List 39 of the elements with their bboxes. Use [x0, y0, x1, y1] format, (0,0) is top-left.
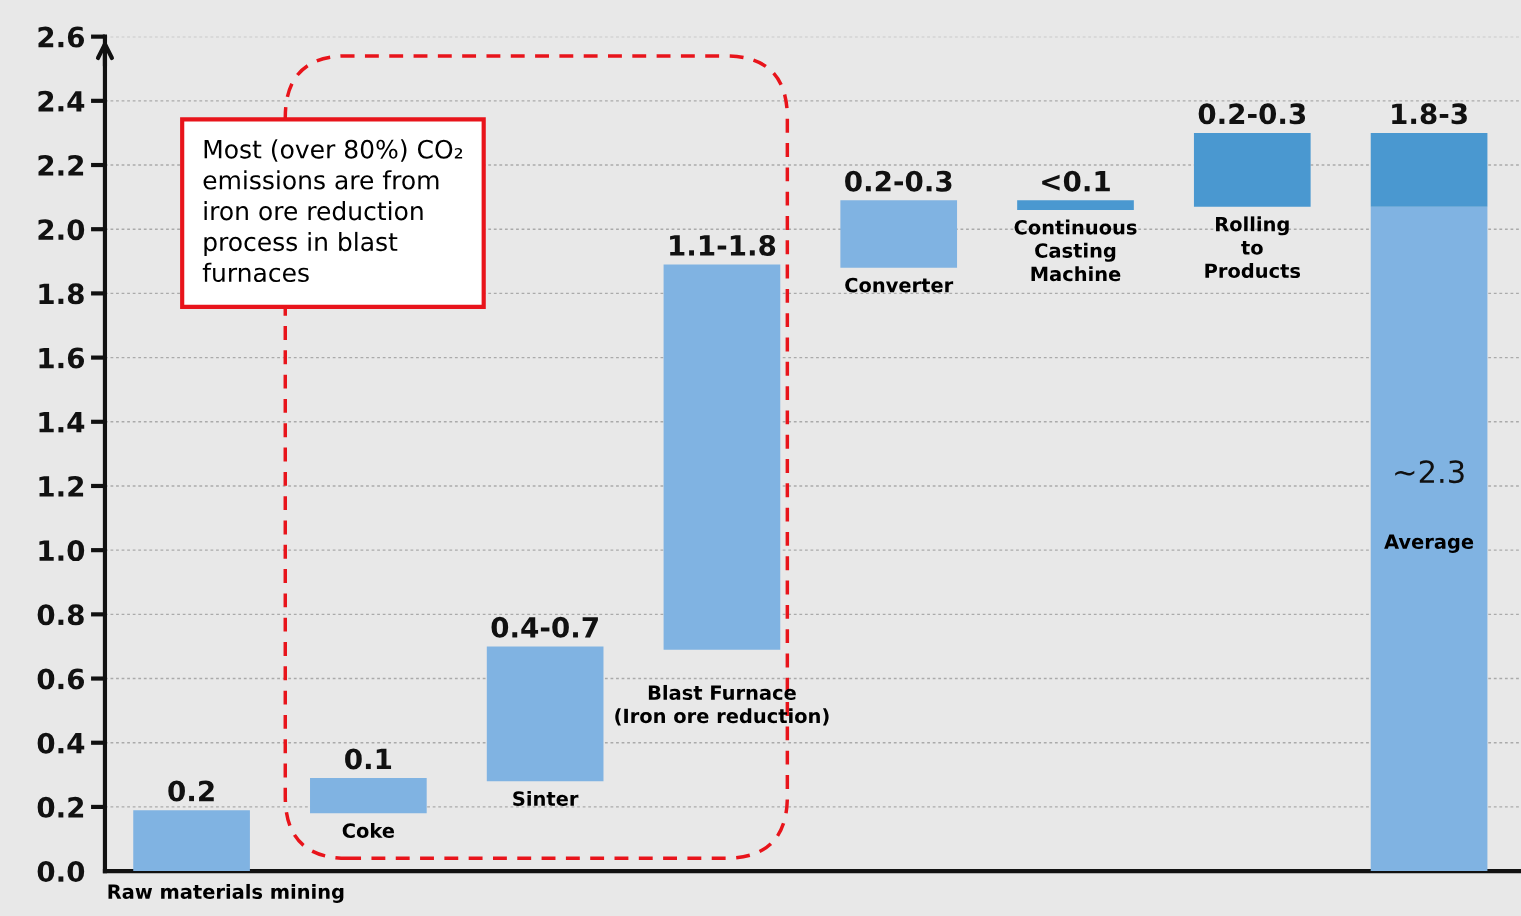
text: 0.4-0.7 [491, 616, 598, 638]
y-tick-label: 0.6 [37, 668, 85, 690]
text: 1.1-1.8 [670, 234, 776, 256]
y-tick-label: 1.8 [39, 283, 84, 305]
y-tick-label: 0.0 [37, 861, 85, 883]
bar [133, 810, 250, 872]
bar [486, 646, 604, 782]
y-tick-label: 2.2 [38, 154, 84, 176]
y-tick-label: 0.8 [37, 604, 84, 626]
bar [840, 200, 958, 268]
x-tick-label: Sinter [513, 790, 579, 806]
y-tick-label: 1.2 [39, 475, 84, 497]
bar [310, 778, 427, 814]
y-tick-label: 1.6 [39, 347, 85, 369]
bar [663, 264, 781, 650]
text: 0.2-0.3 [845, 170, 952, 192]
text: 0.1 [345, 748, 392, 770]
annotation: ~2.3 [1395, 460, 1464, 484]
text: <0.1 [1042, 170, 1110, 192]
bar [1370, 206, 1488, 872]
y-tick-label: 2.0 [38, 219, 85, 241]
y-tick-label: 0.4 [37, 732, 85, 754]
y-tick-label: 2.4 [38, 90, 85, 112]
text: 0.2 [168, 780, 214, 802]
y-tick-label: 1.4 [39, 412, 85, 433]
y-tick-label: 0.2 [37, 796, 84, 818]
y-tick-label: 2.6 [38, 26, 85, 48]
x-tick-label: Rolling to Products [1205, 216, 1301, 279]
y-tick-label: 1.0 [39, 540, 85, 562]
x-tick-label: Raw materials mining [108, 883, 344, 903]
bar [1370, 132, 1488, 207]
x-tick-label: Continuous Casting Machine [1014, 219, 1137, 282]
x-tick-label: Coke [342, 822, 395, 839]
x-tick-label: Blast Furnace (Iron ore reduction) [615, 684, 829, 726]
annotation: Most (over 80%) CO₂ emissions are from iron ore reduction process in blast furnaces [202, 139, 463, 283]
text: 1.8-3 [1392, 103, 1467, 125]
text: 0.2-0.3 [1198, 103, 1306, 125]
x-tick-label: Average [1384, 534, 1474, 553]
x-tick-label: Converter [845, 277, 954, 293]
